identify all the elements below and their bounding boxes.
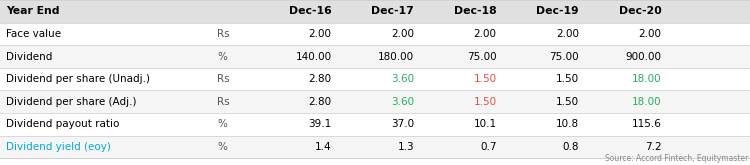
Text: 1.50: 1.50 bbox=[556, 97, 579, 107]
Text: Rs: Rs bbox=[217, 29, 230, 39]
Text: 180.00: 180.00 bbox=[378, 51, 414, 62]
Text: 0.8: 0.8 bbox=[562, 142, 579, 152]
Text: 1.4: 1.4 bbox=[315, 142, 332, 152]
Text: 75.00: 75.00 bbox=[466, 51, 496, 62]
Text: 1.50: 1.50 bbox=[556, 74, 579, 84]
Bar bbox=[0, 0, 750, 23]
Text: 37.0: 37.0 bbox=[391, 119, 414, 129]
Text: %: % bbox=[217, 119, 227, 129]
Text: 10.8: 10.8 bbox=[556, 119, 579, 129]
Text: Dec-16: Dec-16 bbox=[289, 6, 332, 16]
Text: Year End: Year End bbox=[6, 6, 59, 16]
Text: 39.1: 39.1 bbox=[308, 119, 332, 129]
Text: 18.00: 18.00 bbox=[632, 74, 662, 84]
Text: 2.80: 2.80 bbox=[308, 74, 332, 84]
Text: Dividend: Dividend bbox=[6, 51, 53, 62]
Bar bbox=[0, 23, 750, 45]
Text: Dividend per share (Unadj.): Dividend per share (Unadj.) bbox=[6, 74, 150, 84]
Text: 1.50: 1.50 bbox=[473, 97, 496, 107]
Text: 3.60: 3.60 bbox=[391, 97, 414, 107]
Text: Dividend per share (Adj.): Dividend per share (Adj.) bbox=[6, 97, 136, 107]
Text: Source: Accord Fintech, Equitymaster: Source: Accord Fintech, Equitymaster bbox=[605, 154, 748, 163]
Text: Dec-18: Dec-18 bbox=[454, 6, 497, 16]
Text: 18.00: 18.00 bbox=[632, 97, 662, 107]
Text: %: % bbox=[217, 142, 227, 152]
Bar bbox=[0, 113, 750, 136]
Text: Dividend payout ratio: Dividend payout ratio bbox=[6, 119, 119, 129]
Text: 2.00: 2.00 bbox=[473, 29, 496, 39]
Text: Face value: Face value bbox=[6, 29, 62, 39]
Text: 1.50: 1.50 bbox=[473, 74, 496, 84]
Text: 75.00: 75.00 bbox=[549, 51, 579, 62]
Text: 140.00: 140.00 bbox=[296, 51, 332, 62]
Text: Dividend yield (eoy): Dividend yield (eoy) bbox=[6, 142, 111, 152]
Text: 115.6: 115.6 bbox=[632, 119, 662, 129]
Text: 2.00: 2.00 bbox=[391, 29, 414, 39]
Bar bbox=[0, 136, 750, 158]
Text: 900.00: 900.00 bbox=[626, 51, 662, 62]
Bar bbox=[0, 90, 750, 113]
Text: 2.80: 2.80 bbox=[308, 97, 332, 107]
Text: 0.7: 0.7 bbox=[480, 142, 496, 152]
Text: Dec-19: Dec-19 bbox=[536, 6, 579, 16]
Text: Dec-20: Dec-20 bbox=[619, 6, 662, 16]
Text: Rs: Rs bbox=[217, 74, 230, 84]
Text: 2.00: 2.00 bbox=[556, 29, 579, 39]
Text: 1.3: 1.3 bbox=[398, 142, 414, 152]
Text: %: % bbox=[217, 51, 227, 62]
Text: 2.00: 2.00 bbox=[638, 29, 662, 39]
Text: 7.2: 7.2 bbox=[645, 142, 662, 152]
Text: Dec-17: Dec-17 bbox=[371, 6, 414, 16]
Bar bbox=[0, 68, 750, 90]
Text: Rs: Rs bbox=[217, 97, 230, 107]
Text: 10.1: 10.1 bbox=[473, 119, 496, 129]
Text: 3.60: 3.60 bbox=[391, 74, 414, 84]
Text: 2.00: 2.00 bbox=[308, 29, 332, 39]
Bar bbox=[0, 45, 750, 68]
